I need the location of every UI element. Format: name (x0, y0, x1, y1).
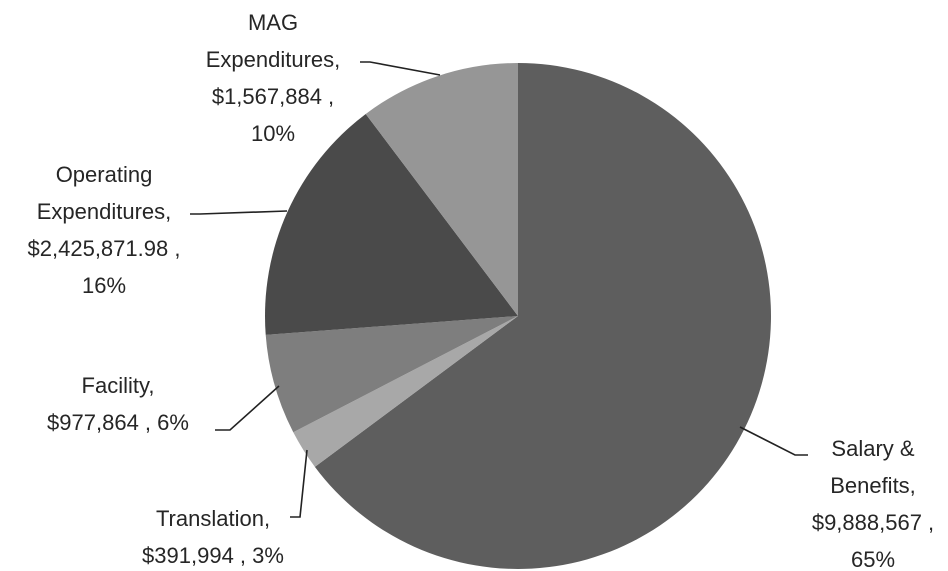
data-label-line: $977,864 , 6% (47, 410, 189, 435)
data-label-line: Salary & (831, 436, 914, 461)
leader-line-salary-benefits (739, 426, 808, 456)
data-label-line: $9,888,567 , (812, 510, 934, 535)
data-label-translation: Translation, $391,994 , 3% (142, 506, 284, 568)
data-label-operating-expenditures: Operating Expenditures, $2,425,871.98 , 16% (28, 162, 181, 298)
pie-slice-translation (293, 316, 518, 467)
data-label-line: Expenditures, (206, 47, 341, 72)
leader-line-facility (215, 385, 280, 431)
data-label-mag-expenditures: MAG Expenditures, $1,567,884 , 10% (206, 10, 341, 146)
data-label-line: Facility, (82, 373, 155, 398)
data-label-line: 65% (851, 547, 895, 571)
data-label-line: $2,425,871.98 , (28, 236, 181, 261)
data-label-line: $1,567,884 , (212, 84, 334, 109)
data-label-line: 16% (82, 273, 126, 298)
pie-slice-mag-expenditures (365, 63, 518, 316)
data-label-facility: Facility, $977,864 , 6% (47, 373, 189, 435)
data-label-line: Operating (56, 162, 153, 187)
leader-line-mag-expenditures (360, 61, 441, 76)
data-label-line: MAG (248, 10, 298, 35)
pie-slice-operating-expenditures (264, 113, 518, 335)
data-labels: Salary & Benefits, $9,888,567 , 65% Translat… (28, 10, 935, 571)
data-label-line: Expenditures, (37, 199, 172, 224)
pie-slices (264, 63, 771, 569)
leader-line-translation (290, 449, 308, 518)
data-label-line: Benefits, (830, 473, 916, 498)
data-label-salary-benefits: Salary & Benefits, $9,888,567 , 65% (812, 436, 934, 571)
pie-slice-facility (265, 316, 518, 433)
leader-lines (190, 61, 808, 518)
leader-line-operating-expenditures (190, 210, 288, 215)
data-label-line: 10% (251, 121, 295, 146)
pie-slice-salary-benefits (314, 63, 771, 569)
data-label-line: $391,994 , 3% (142, 543, 284, 568)
data-label-line: Translation, (156, 506, 270, 531)
